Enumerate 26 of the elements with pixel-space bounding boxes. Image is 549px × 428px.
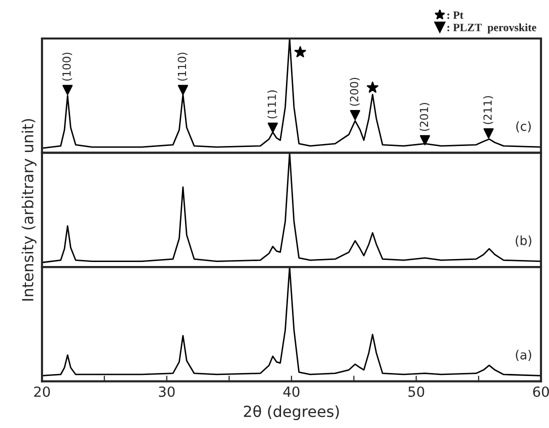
x-tick-label: 40 (283, 386, 300, 397)
annotation: (111) (267, 90, 278, 118)
annotation: (110) (178, 52, 188, 81)
legend-label: : PLZT perovskite (447, 23, 536, 34)
point (350, 110, 360, 120)
point (294, 46, 306, 58)
x-tick-label: 60 (533, 386, 549, 397)
annotation: (201) (420, 102, 430, 131)
annotation: (b) (516, 236, 532, 247)
point (420, 135, 430, 146)
annotation: (211) (483, 96, 494, 124)
point (268, 122, 278, 133)
x-tick-label: 50 (408, 386, 424, 397)
point (178, 84, 188, 96)
y-axis-title: Intensity (arbitrary unit) (22, 119, 36, 301)
annotation: (100) (62, 52, 72, 81)
point (62, 84, 73, 96)
x-tick-label: 20 (34, 386, 50, 397)
annotation: (200) (350, 78, 360, 106)
x-axis-title: 2θ (degrees) (244, 405, 339, 420)
point (484, 128, 494, 138)
x-tick-label: 30 (158, 386, 175, 397)
annotation: (a) (516, 350, 532, 361)
annotation: (c) (516, 121, 531, 132)
legend-label: : Pt (447, 11, 464, 19)
point (366, 82, 378, 93)
